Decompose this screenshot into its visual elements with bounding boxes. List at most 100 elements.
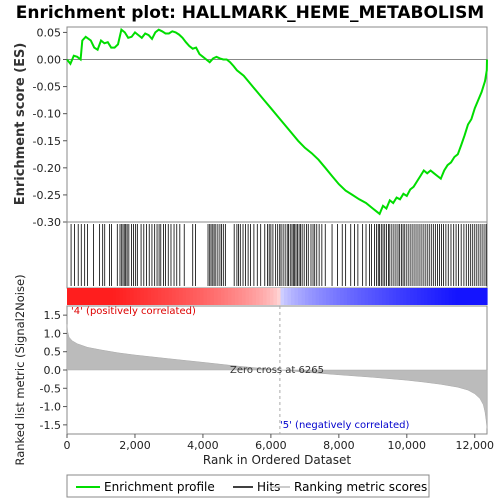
heat-bar-segment [200,288,205,305]
heat-bar-segment [147,288,152,305]
heat-bar-segment [445,288,450,305]
heat-bar-segment [459,288,464,305]
heat-bar-segment [123,288,128,305]
legend-ranking-label: Ranking metric scores [294,480,427,494]
heat-bar-segment [315,288,320,305]
heat-bar-segment [196,288,201,305]
heat-bar-segment [438,288,443,305]
heat-bar-segment [441,288,446,305]
rank-ytick-label: 0.0 [44,364,62,377]
heat-bar-segment [448,288,453,305]
x-tick-label: 4,000 [187,439,219,452]
heat-bar-segment [179,288,184,305]
heat-bar-segment [305,288,310,305]
heat-bar-segment [287,288,292,305]
heat-bar-segment [88,288,93,305]
heat-bar-segment [396,288,401,305]
heat-bar-segment [280,288,285,305]
heat-bar-segment [322,288,327,305]
heat-bar-segment [228,288,233,305]
heat-bar-segment [214,288,219,305]
heat-bar-segment [350,288,355,305]
heat-bar-segment [427,288,432,305]
legend-enrichment-label: Enrichment profile [104,480,215,494]
heat-bar-segment [343,288,348,305]
heat-bar-segment [172,288,177,305]
x-tick-label: 8,000 [323,439,355,452]
heat-bar-segment [140,288,145,305]
enrichment-profile-line [66,27,488,216]
heat-bar-segment [452,288,457,305]
heat-bar-segment [98,288,103,305]
heat-bar-segment [312,288,317,305]
heat-bar-segment [91,288,96,305]
hits-panel [66,221,488,289]
heat-bar-segment [284,288,289,305]
heat-bar-segment [168,288,173,305]
heat-bar-segment [112,288,117,305]
heat-bar-segment [378,288,383,305]
rank-ytick-label: 1.0 [44,327,62,340]
heat-bar-segment [203,288,208,305]
es-ytick-label: 0.00 [37,54,62,67]
heat-bar-segment [301,288,306,305]
heat-bar-segment [193,288,198,305]
heat-bar-segment [189,288,194,305]
rank-ytick-label: -1.5 [40,419,61,432]
es-axis-label: Enrichment score (ES) [13,43,28,206]
legend: Enrichment profile Hits Ranking metric s… [66,474,430,498]
heat-bar-segment [413,288,418,305]
heat-bar-segment [256,288,261,305]
heat-bar-segment [410,288,415,305]
heat-bar-segment [473,288,478,305]
ranked-list-panel: 1.5 1.0 0.5 0.0 -0.5 -1.0 -1.5 '4' (positively… [40,305,488,435]
heat-bar-segment [476,288,481,305]
heat-bar-segment [231,288,236,305]
rank-ytick-label: -1.0 [40,401,61,414]
negatively-correlated-label: '5' (negatively correlated) [280,420,409,431]
heat-bar-segment [455,288,460,305]
ranking-metric-area [66,324,488,429]
heat-bar-segment [389,288,394,305]
heat-bar-segment [480,288,485,305]
heat-bar-segment [294,288,299,305]
heat-bar-segment [95,288,100,305]
heat-bar-segment [375,288,380,305]
es-ytick-label: -0.15 [33,135,61,148]
heat-bar-segment [399,288,404,305]
heat-bar-segment [137,288,142,305]
heat-bar-segment [319,288,324,305]
es-ytick-label: -0.25 [33,189,61,202]
heat-bar-segment [154,288,159,305]
heat-bar-segment [277,288,282,305]
heat-bar-segment [126,288,131,305]
heat-bar-segment [210,288,215,305]
heat-bar-segment [81,288,86,305]
heat-bar-segment [434,288,439,305]
heat-bar-segment [238,288,243,305]
heat-bar-segment [74,288,79,305]
es-panel: -0.30 -0.25 -0.20 -0.15 -0.10 -0.05 0.00 0.05 [33,26,488,229]
heat-bar-segment [469,288,474,305]
heat-bar-segment [368,288,373,305]
heat-bar-segment [462,288,467,305]
x-tick-label: 0 [64,439,71,452]
heat-bar-segment [245,288,250,305]
heat-bar-segment [102,288,107,305]
x-tick-label: 12,000 [456,439,495,452]
heat-bar-segment [385,288,390,305]
heat-bar-segment [105,288,110,305]
es-ytick-label: -0.30 [33,216,61,229]
heat-bar-segment [361,288,366,305]
ranking-heat-bar [67,288,488,305]
heat-bar-segment [186,288,191,305]
heat-bar-segment [336,288,341,305]
heat-bar-segment [84,288,89,305]
heat-bar-segment [165,288,170,305]
heat-bar-segment [270,288,275,305]
es-ytick-label: 0.05 [37,26,62,39]
rank-ytick-label: -0.5 [40,382,61,395]
heat-bar-segment [144,288,149,305]
es-ytick-label: -0.20 [33,162,61,175]
